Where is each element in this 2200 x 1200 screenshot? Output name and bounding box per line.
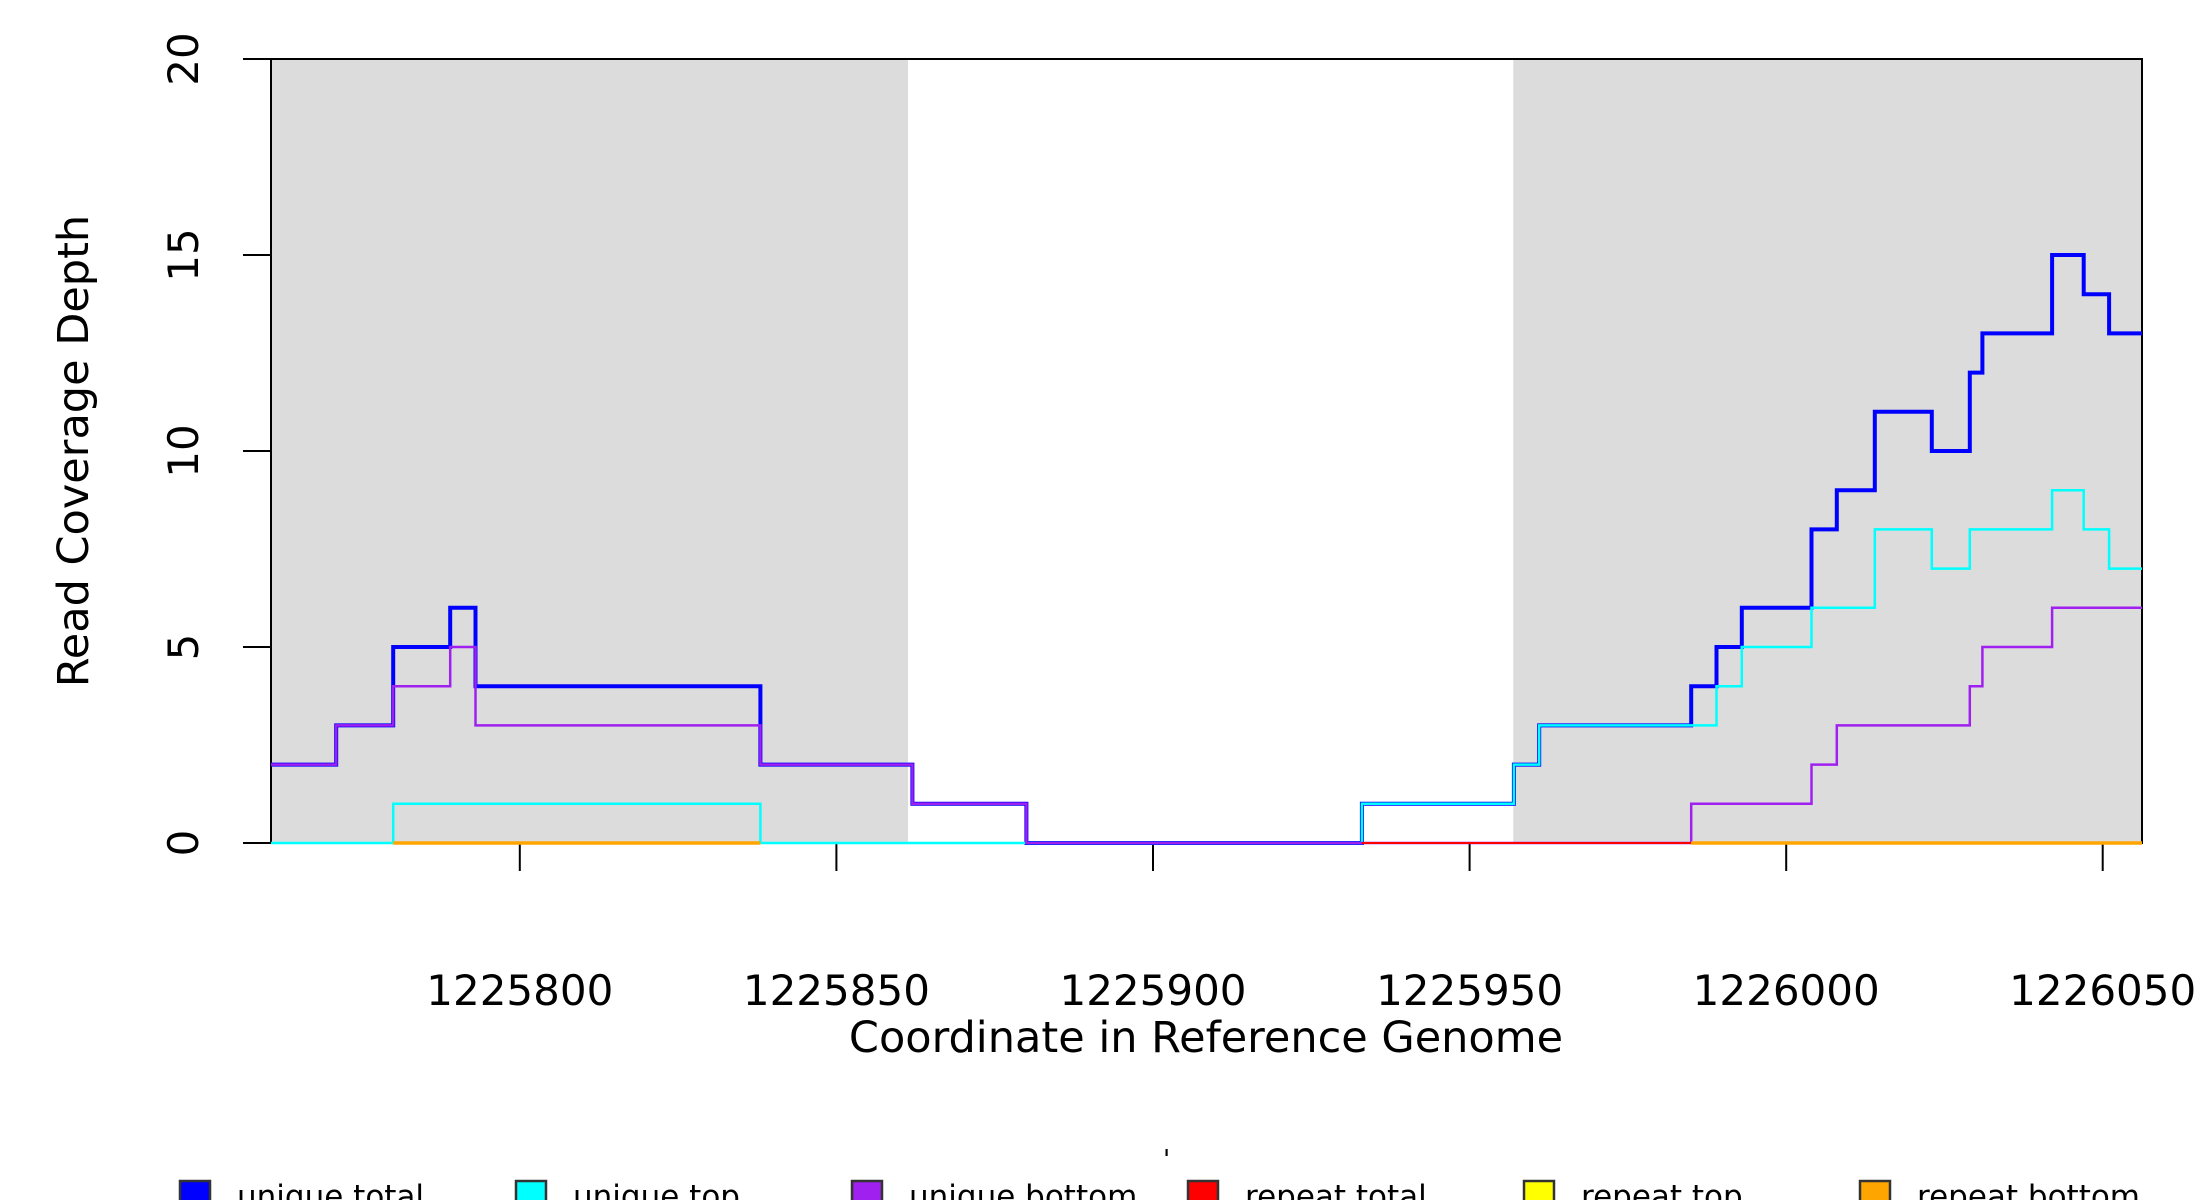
legend-label-repeat-top: repeat top <box>1581 1179 1743 1200</box>
series-layer <box>271 253 2142 845</box>
legend-label-unique-bottom: unique bottom <box>909 1179 1137 1200</box>
axes-layer: 1225800 1225850 1225900 1225950 1226000 12260… <box>159 32 2196 1015</box>
legend-swatch-repeat-total <box>1186 1179 1220 1200</box>
stray-mark: ' <box>1163 1145 1170 1175</box>
legend-label-repeat-bottom: repeat bottom <box>1917 1179 2140 1200</box>
y-tick-label: 10 <box>159 424 208 477</box>
legend-label-unique-top: unique top <box>573 1179 740 1200</box>
x-axis-title: Coordinate in Reference Genome <box>849 1013 1563 1063</box>
legend-swatch-unique-top <box>514 1179 548 1200</box>
y-tick-label: 15 <box>159 228 208 281</box>
y-tick-label: 5 <box>159 634 208 661</box>
x-tick-label: 1225950 <box>1376 966 1563 1015</box>
y-axis-title: Read Coverage Depth <box>49 215 99 687</box>
legend-label-repeat-total: repeat total <box>1245 1179 1427 1200</box>
legend-swatch-repeat-top <box>1522 1179 1556 1200</box>
right-repeat-region <box>1513 59 2142 843</box>
x-tick-label: 1225850 <box>743 966 930 1015</box>
legend-swatch-repeat-bottom <box>1858 1179 1892 1200</box>
x-tick-label: 1225800 <box>426 966 613 1015</box>
series-unique-bottom <box>271 606 2142 845</box>
x-tick-label: 1225900 <box>1059 966 1246 1015</box>
legend-swatch-unique-total <box>178 1179 212 1200</box>
y-tick-label: 20 <box>159 32 208 85</box>
y-tick-label: 0 <box>159 830 208 857</box>
legend-swatch-unique-bottom <box>850 1179 884 1200</box>
left-repeat-region <box>271 59 908 843</box>
legend-layer: unique total unique top unique bottom repea… <box>178 1179 2140 1200</box>
x-tick-label: 1226000 <box>1693 966 1880 1015</box>
legend-label-unique-total: unique total <box>237 1179 424 1200</box>
shaded-regions-layer <box>271 59 2142 843</box>
x-tick-label: 1226050 <box>2009 966 2196 1015</box>
